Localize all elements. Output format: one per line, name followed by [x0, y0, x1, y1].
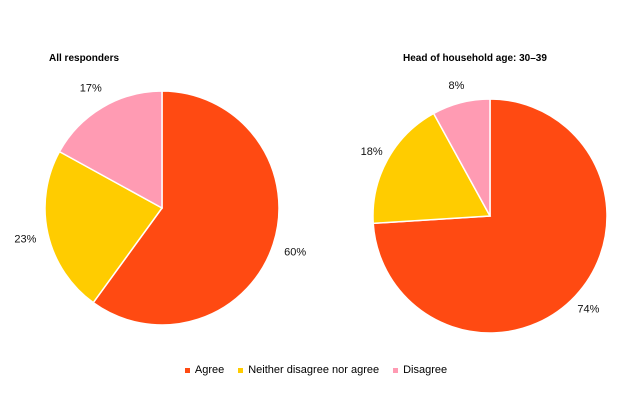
pie-slice-neither-disagree-nor-agree	[372, 112, 492, 225]
slice-value-label: 74%	[577, 303, 599, 315]
legend-swatch-disagree	[393, 367, 399, 373]
legend-item-agree: Agree	[184, 364, 225, 376]
slice-value-label: 23%	[14, 234, 36, 246]
pie-chart-age-30-39: 74% 18% 8%	[361, 80, 608, 334]
pie-chart-all-responders: 60% 23% 17%	[14, 82, 306, 326]
legend-swatch-agree	[184, 367, 190, 373]
pie-slice-disagree	[58, 90, 163, 210]
legend-item-disagree: Disagree	[393, 364, 447, 376]
pie-slice-disagree	[432, 98, 491, 217]
legend-item-neither: Neither disagree nor agree	[238, 364, 379, 376]
legend-label: Agree	[194, 364, 225, 376]
right-chart-title: Head of household age: 30–39	[403, 53, 547, 64]
pie-slice-neither-disagree-nor-agree	[44, 150, 164, 304]
pie-slice-agree	[92, 90, 280, 326]
left-chart-title: All responders	[49, 53, 120, 64]
legend: Agree Neither disagree nor agree Disagre…	[0, 364, 632, 376]
legend-label: Disagree	[403, 364, 448, 376]
slice-value-label: 60%	[284, 246, 306, 258]
legend-swatch-neither	[238, 367, 244, 373]
legend-label: Neither disagree nor agree	[248, 364, 380, 376]
slice-value-label: 17%	[80, 82, 102, 94]
slice-value-label: 8%	[448, 80, 464, 92]
slice-value-label: 18%	[361, 146, 383, 158]
